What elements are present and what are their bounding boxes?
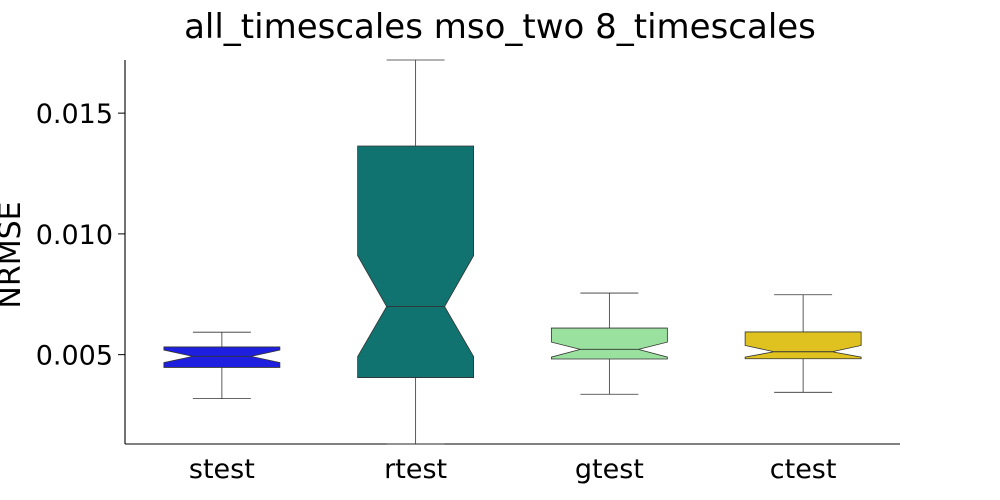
x-tick-label: gtest <box>575 454 644 485</box>
box-gtest <box>550 327 668 360</box>
box-rtest <box>357 145 475 378</box>
chart-title: all_timescales mso_two 8_timescales <box>184 7 816 47</box>
y-tick-label: 0.010 <box>36 220 113 251</box>
box-ctest <box>744 331 862 360</box>
x-tick-label: rtest <box>384 454 447 485</box>
y-tick-label: 0.015 <box>36 99 113 130</box>
y-axis-label: NRMSE <box>0 201 28 308</box>
x-tick-label: stest <box>189 454 255 485</box>
x-tick-label: ctest <box>770 454 837 485</box>
box-stest <box>163 346 281 368</box>
y-tick-label: 0.005 <box>36 341 113 372</box>
plot-area: 0.005 0.010 0.015 stest rtest gtest ctest <box>36 59 900 485</box>
